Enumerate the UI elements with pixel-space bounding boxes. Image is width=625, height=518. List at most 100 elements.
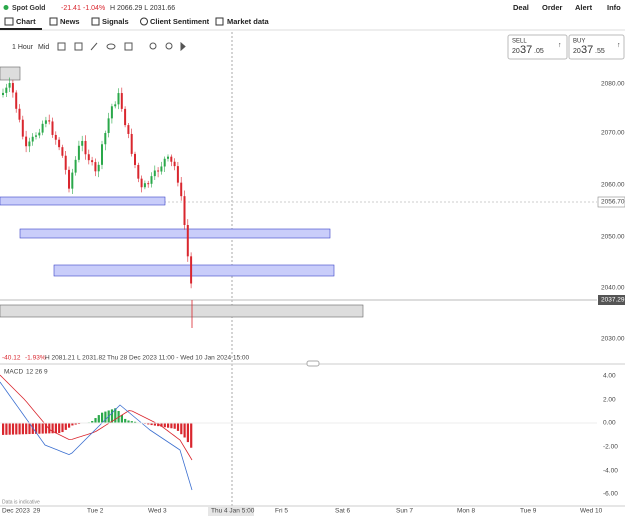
macd-bar xyxy=(2,423,5,435)
zone[interactable] xyxy=(0,196,166,206)
candle xyxy=(143,183,146,188)
interval[interactable]: 1 Hour xyxy=(12,44,34,51)
macd-bar xyxy=(127,420,130,423)
macd-bar xyxy=(167,423,170,428)
macd-axis-label: -2.00 xyxy=(603,444,618,451)
macd-param: 26 xyxy=(35,369,43,376)
candle xyxy=(18,108,21,120)
candle xyxy=(91,160,94,163)
buy-button[interactable] xyxy=(568,34,625,60)
macd-bar xyxy=(38,423,41,434)
macd-bar xyxy=(101,412,104,423)
candle xyxy=(68,169,70,189)
high-low: H 2066.29 L 2031.66 xyxy=(110,5,175,12)
macd-bar xyxy=(35,423,38,434)
sell-tail: .05 xyxy=(534,48,544,55)
buy-lead: 20 xyxy=(573,48,581,55)
macd-bar xyxy=(77,423,81,425)
candle xyxy=(120,93,123,109)
info: H 2081.21 xyxy=(45,355,75,362)
candle xyxy=(87,154,90,161)
action[interactable]: Info xyxy=(607,3,621,12)
tab[interactable]: Signals xyxy=(102,17,129,26)
macd-bar xyxy=(41,423,44,434)
candle xyxy=(94,162,97,172)
candle xyxy=(137,164,140,179)
time-highlight xyxy=(208,506,254,516)
macd-bar xyxy=(54,423,57,434)
macd-axis-label: 4.00 xyxy=(603,373,616,380)
candle xyxy=(186,224,189,257)
macd-bar xyxy=(190,423,193,448)
time-label: Wed 10 xyxy=(580,508,603,515)
zone[interactable] xyxy=(53,264,335,277)
sell-lead: 20 xyxy=(512,48,520,55)
zone[interactable] xyxy=(0,66,21,81)
candle xyxy=(41,123,44,133)
action[interactable]: Alert xyxy=(575,3,593,12)
time-label: Tue 9 xyxy=(520,508,537,515)
macd-bar xyxy=(11,423,15,435)
candle xyxy=(61,147,64,156)
price-label: 2050.00 xyxy=(601,234,625,241)
macd-bar xyxy=(183,423,186,438)
tab[interactable]: Client Sentiment xyxy=(150,17,210,26)
candle xyxy=(31,136,34,142)
marker-badge xyxy=(598,295,625,305)
macd-bar xyxy=(21,423,24,435)
macd-bar xyxy=(163,423,166,428)
tab[interactable]: Chart xyxy=(16,17,36,26)
macd-axis-label: -4.00 xyxy=(603,468,618,475)
toolbar-icons[interactable] xyxy=(57,41,186,52)
macd-axis-label: -6.00 xyxy=(603,491,618,498)
macd-bar xyxy=(58,423,61,434)
icon xyxy=(4,17,14,26)
candle xyxy=(114,104,117,107)
macd-bar xyxy=(170,423,173,429)
macd-bar xyxy=(68,423,71,428)
candle xyxy=(127,125,130,134)
info: -40.12 xyxy=(2,355,21,362)
candle xyxy=(183,196,186,225)
price-label: 2060.00 xyxy=(601,182,625,189)
zone[interactable] xyxy=(0,304,364,318)
candle xyxy=(160,166,163,172)
price-type[interactable]: Mid xyxy=(38,44,49,51)
macd-bar xyxy=(44,423,48,434)
buy-arrow: ↑ xyxy=(617,42,621,49)
macd-label: MACD xyxy=(4,369,23,376)
macd-axis-label: 2.00 xyxy=(603,397,616,404)
macd-axis-label: 0.00 xyxy=(603,420,616,427)
candle xyxy=(15,92,18,109)
pane-handle[interactable] xyxy=(306,360,320,367)
tab[interactable]: News xyxy=(60,17,80,26)
candle xyxy=(101,144,103,165)
buy-big: 37 xyxy=(581,44,593,56)
action[interactable]: Order xyxy=(542,3,563,12)
buy-label: BUY xyxy=(573,39,585,45)
candle xyxy=(81,140,84,146)
price-label: 2080.00 xyxy=(601,81,625,88)
status-dot xyxy=(3,5,9,10)
action[interactable]: Deal xyxy=(513,3,529,12)
candle xyxy=(107,118,110,133)
macd-bar xyxy=(25,423,28,435)
sell-button[interactable] xyxy=(507,34,568,60)
time-label: Sun 7 xyxy=(396,508,413,515)
candle xyxy=(124,108,127,126)
change-pct: -1.04% xyxy=(83,5,105,12)
macd-bar xyxy=(51,423,54,434)
candle xyxy=(44,120,47,124)
macd-plot xyxy=(0,374,597,491)
candle xyxy=(110,106,113,119)
candle xyxy=(134,153,136,165)
candle xyxy=(48,120,51,122)
macd-bar xyxy=(147,423,150,425)
tab[interactable]: Market data xyxy=(227,17,270,26)
candle xyxy=(84,140,87,155)
zone[interactable] xyxy=(19,228,331,239)
candle xyxy=(130,133,133,154)
macd-bar xyxy=(153,423,156,426)
macd-bar xyxy=(186,423,189,443)
macd-bar xyxy=(91,421,94,423)
